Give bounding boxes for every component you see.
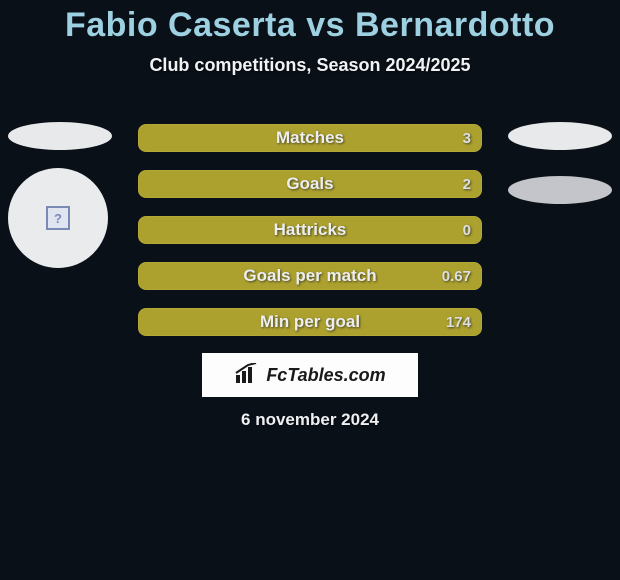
stat-label: Hattricks <box>274 220 347 240</box>
player-left-avatar: ? <box>8 168 108 268</box>
stat-row: Matches 3 <box>138 124 482 152</box>
stat-row: Goals 2 <box>138 170 482 198</box>
stat-label: Goals per match <box>243 266 376 286</box>
player-left-name-pill <box>8 122 112 150</box>
stats-panel: Matches 3 Goals 2 Hattricks 0 Goals per match 0… <box>138 124 482 354</box>
stat-row: Hattricks 0 <box>138 216 482 244</box>
stat-row: Goals per match 0.67 <box>138 262 482 290</box>
player-right-block <box>508 122 612 204</box>
page-title: Fabio Caserta vs Bernardotto <box>0 0 620 45</box>
stat-label: Min per goal <box>260 312 360 332</box>
player-left-block: ? <box>8 122 112 268</box>
page-subtitle: Club competitions, Season 2024/2025 <box>0 55 620 76</box>
stat-value-right: 2 <box>463 176 471 193</box>
avatar-placeholder-icon: ? <box>46 206 70 230</box>
stat-row: Min per goal 174 <box>138 308 482 336</box>
player-right-secondary-pill <box>508 176 612 204</box>
date-line: 6 november 2024 <box>0 410 620 430</box>
brand-box: FcTables.com <box>202 353 418 397</box>
player-right-name-pill <box>508 122 612 150</box>
stat-value-right: 3 <box>463 130 471 147</box>
stat-label: Matches <box>276 128 344 148</box>
brand-text: FcTables.com <box>266 365 385 386</box>
brand-chart-icon <box>234 363 260 388</box>
stat-value-right: 174 <box>446 314 471 331</box>
stat-value-right: 0.67 <box>442 268 471 285</box>
stat-label: Goals <box>286 174 333 194</box>
stat-value-right: 0 <box>463 222 471 239</box>
